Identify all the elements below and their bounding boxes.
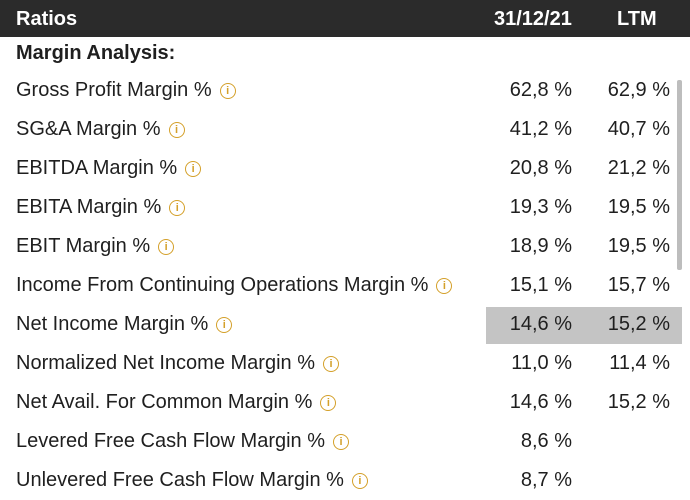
row-label: Normalized Net Income Margin % i [16, 352, 339, 375]
row-value-date: 62,8 % [509, 79, 572, 101]
row-highlight [486, 307, 682, 344]
table-row: SG&A Margin % i 41,2 % 40,7 % [0, 110, 690, 149]
table-header: Ratios 31/12/21 LTM [0, 0, 690, 37]
row-value-ltm: 19,5 % [607, 235, 670, 257]
row-value-date: 41,2 % [509, 118, 572, 140]
row-label-text: Income From Continuing Operations Margin… [16, 274, 429, 296]
scrollbar[interactable] [677, 80, 682, 270]
table-row: Net Avail. For Common Margin % i 14,6 % … [0, 383, 690, 422]
row-value-ltm: 11,4 % [609, 352, 670, 374]
row-label: EBITA Margin % i [16, 196, 186, 219]
header-column-ltm[interactable]: LTM [617, 8, 657, 30]
row-label-text: EBITA Margin % [16, 196, 162, 218]
row-label-text: Normalized Net Income Margin % [16, 352, 315, 374]
row-value-date: 11,0 % [511, 352, 572, 374]
row-label: SG&A Margin % i [16, 118, 185, 141]
table-row: Levered Free Cash Flow Margin % i 8,6 % [0, 422, 690, 461]
row-value-ltm: 40,7 % [607, 118, 670, 140]
row-value-ltm: 15,2 % [607, 313, 670, 335]
info-icon[interactable]: i [323, 355, 339, 372]
row-label-text: Net Avail. For Common Margin % [16, 391, 313, 413]
table-row: Income From Continuing Operations Margin… [0, 266, 690, 305]
row-label-text: Net Income Margin % [16, 313, 209, 335]
row-value-ltm: 15,7 % [607, 274, 670, 296]
header-column-date[interactable]: 31/12/21 [494, 8, 572, 30]
info-icon[interactable]: i [219, 82, 236, 99]
info-icon[interactable]: i [333, 433, 350, 450]
row-value-date: 20,8 % [509, 157, 572, 179]
row-value-ltm: 62,9 % [607, 79, 670, 101]
row-label: Gross Profit Margin % i [16, 79, 236, 102]
row-label: Levered Free Cash Flow Margin % i [16, 430, 350, 453]
row-label-text: Unlevered Free Cash Flow Margin % [16, 469, 344, 491]
row-label: Net Avail. For Common Margin % i [16, 391, 337, 414]
row-label-text: EBITDA Margin % [16, 157, 178, 179]
info-icon[interactable]: i [158, 238, 175, 255]
row-value-date: 8,6 % [520, 430, 572, 452]
row-value-date: 15,1 % [509, 274, 572, 296]
row-label-text: Gross Profit Margin % [16, 79, 212, 101]
row-value-date: 14,6 % [509, 313, 572, 335]
row-label: Unlevered Free Cash Flow Margin % i [16, 469, 368, 492]
row-label-text: SG&A Margin % [16, 118, 161, 140]
table-row: EBIT Margin % i 18,9 % 19,5 % [0, 227, 690, 266]
row-value-ltm: 15,2 % [607, 391, 670, 413]
row-value-ltm: 21,2 % [607, 157, 670, 179]
info-icon[interactable]: i [216, 316, 233, 333]
row-value-ltm: 19,5 % [607, 196, 670, 218]
info-icon[interactable]: i [168, 121, 185, 138]
row-label-text: Levered Free Cash Flow Margin % [16, 430, 326, 452]
table-row: Unlevered Free Cash Flow Margin % i 8,7 … [0, 461, 690, 500]
row-label: EBIT Margin % i [16, 235, 175, 258]
info-icon[interactable]: i [169, 199, 186, 216]
table-row: EBITA Margin % i 19,3 % 19,5 % [0, 188, 690, 227]
row-value-date: 19,3 % [509, 196, 572, 218]
info-icon[interactable]: i [436, 277, 453, 294]
ratios-table: Gross Profit Margin % i 62,8 % 62,9 % SG… [0, 71, 690, 500]
section-title: Margin Analysis: [16, 42, 176, 64]
row-value-date: 18,9 % [509, 235, 572, 257]
info-icon[interactable]: i [351, 472, 368, 489]
row-label: EBITDA Margin % i [16, 157, 202, 180]
row-label-text: EBIT Margin % [16, 235, 151, 257]
header-title: Ratios [16, 8, 78, 30]
table-row: EBITDA Margin % i 20,8 % 21,2 % [0, 149, 690, 188]
row-label: Net Income Margin % i [16, 313, 233, 336]
row-value-date: 14,6 % [509, 391, 572, 413]
info-icon[interactable]: i [320, 394, 337, 411]
row-label: Income From Continuing Operations Margin… [16, 274, 453, 297]
table-row: Gross Profit Margin % i 62,8 % 62,9 % [0, 71, 690, 110]
info-icon[interactable]: i [185, 160, 202, 177]
table-row-highlighted: Net Income Margin % i 14,6 % 15,2 % [0, 305, 690, 344]
row-value-date: 8,7 % [520, 469, 572, 491]
table-row: Normalized Net Income Margin % i 11,0 % … [0, 344, 690, 383]
